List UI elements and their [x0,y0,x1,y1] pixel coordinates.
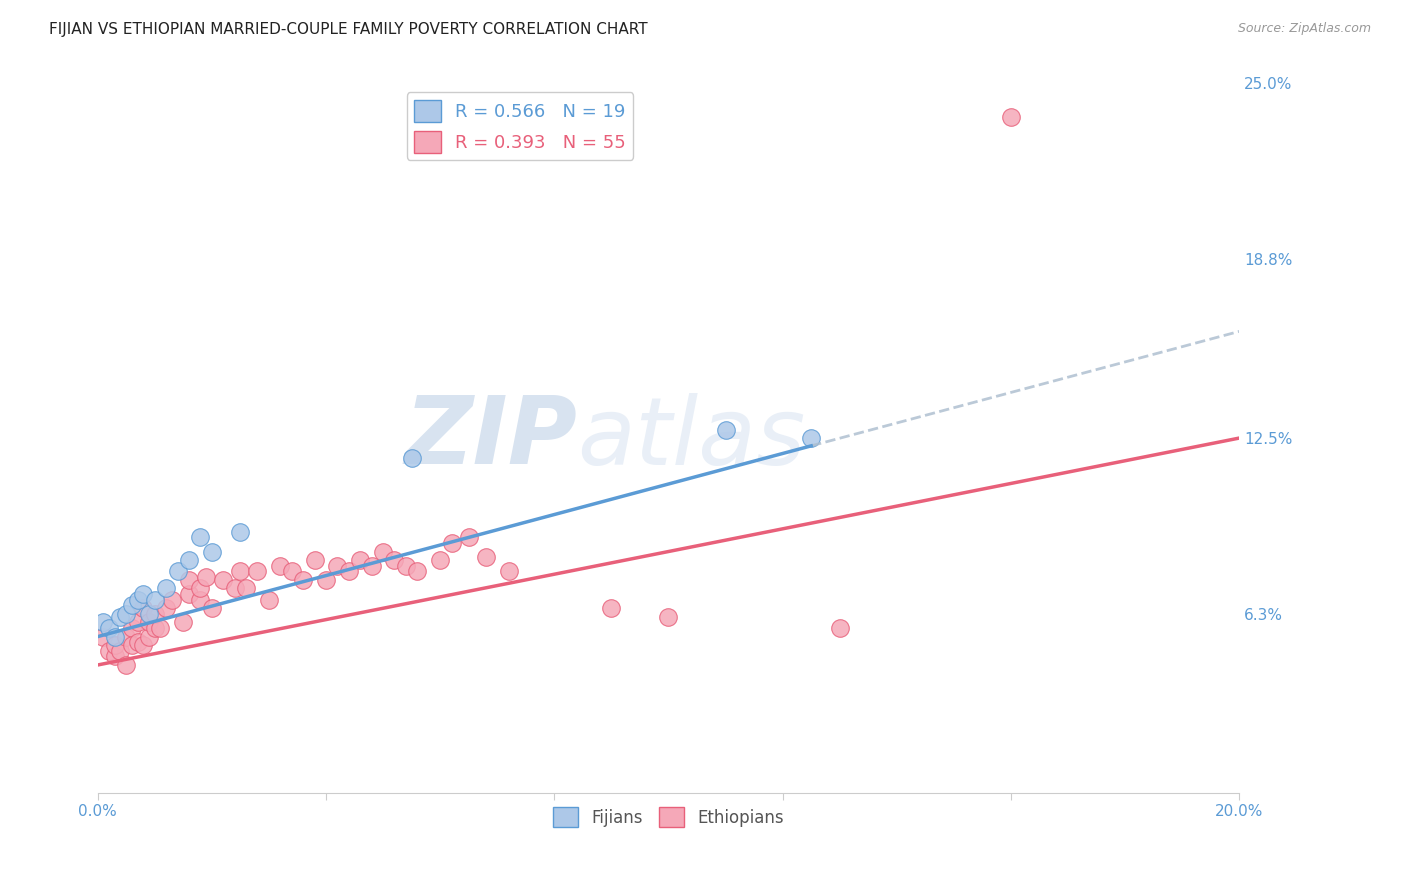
Point [115,630,138,644]
Point [115,658,138,673]
Point [440,536,463,550]
Point [457,530,479,544]
Point [127,615,149,630]
Text: atlas: atlas [576,392,806,483]
Point [371,544,394,558]
Point [714,423,737,437]
Point [190,582,212,596]
Point [337,565,360,579]
Point [190,592,212,607]
Point [121,599,143,613]
Point [149,621,172,635]
Legend: Fijians, Ethiopians: Fijians, Ethiopians [546,800,792,834]
Point [138,630,160,644]
Point [600,601,623,615]
Text: ZIP: ZIP [405,392,576,484]
Point [657,609,679,624]
Point [315,573,337,587]
Text: Source: ZipAtlas.com: Source: ZipAtlas.com [1237,22,1371,36]
Point [349,553,371,567]
Point [138,607,160,621]
Point [93,630,115,644]
Point [177,553,200,567]
Point [224,582,246,596]
Point [155,601,177,615]
Point [498,565,520,579]
Point [269,558,291,573]
Point [395,558,418,573]
Point [110,609,132,624]
Point [177,573,200,587]
Text: FIJIAN VS ETHIOPIAN MARRIED-COUPLE FAMILY POVERTY CORRELATION CHART: FIJIAN VS ETHIOPIAN MARRIED-COUPLE FAMIL… [49,22,648,37]
Point [110,644,132,658]
Point [143,592,166,607]
Point [172,615,194,630]
Point [121,621,143,635]
Point [360,558,382,573]
Point [160,592,183,607]
Point [138,615,160,630]
Point [177,587,200,601]
Point [429,553,451,567]
Point [104,630,127,644]
Point [800,431,823,445]
Point [229,524,252,539]
Point [127,635,149,649]
Point [212,573,235,587]
Point [121,638,143,652]
Point [98,644,121,658]
Point [132,587,155,601]
Point [828,621,851,635]
Point [143,621,166,635]
Point [304,553,326,567]
Point [1000,111,1022,125]
Point [98,621,121,635]
Point [190,530,212,544]
Point [155,582,177,596]
Point [384,553,406,567]
Point [143,607,166,621]
Point [257,592,280,607]
Point [246,565,269,579]
Point [475,550,498,565]
Point [401,450,423,465]
Point [229,565,252,579]
Point [104,638,127,652]
Point [235,582,257,596]
Point [406,565,429,579]
Point [166,565,188,579]
Point [132,638,155,652]
Point [104,649,127,664]
Point [326,558,349,573]
Point [115,607,138,621]
Point [127,592,149,607]
Point [292,573,315,587]
Point [201,544,224,558]
Point [93,615,115,630]
Point [201,601,224,615]
Point [280,565,302,579]
Point [132,601,155,615]
Point [195,570,218,584]
